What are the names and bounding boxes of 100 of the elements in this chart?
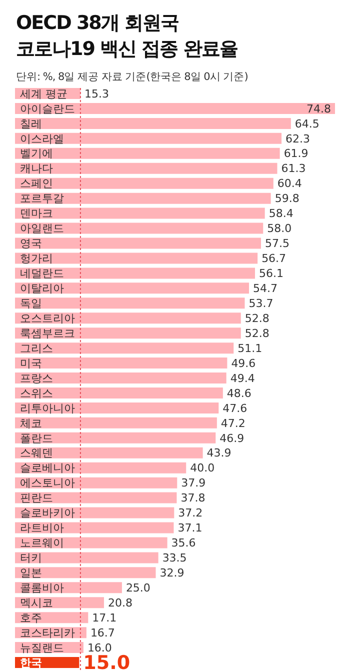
data-label: 37.2 xyxy=(178,506,203,520)
data-label: 48.6 xyxy=(226,386,252,400)
y-tick-label: 슬로바키아 xyxy=(20,506,75,520)
data-label: 51.1 xyxy=(238,342,262,355)
y-tick-label: 캐나다 xyxy=(20,162,53,176)
data-label: 43.9 xyxy=(206,446,232,460)
data-label: 58.4 xyxy=(268,207,294,220)
data-label: 20.8 xyxy=(108,596,132,610)
y-tick-label: 헝가리 xyxy=(20,252,53,266)
bar xyxy=(15,268,255,279)
bar xyxy=(15,132,282,144)
y-tick-label: 뉴질랜드 xyxy=(20,641,64,654)
y-tick-label: 아일랜드 xyxy=(20,222,64,236)
y-tick-label: 라트비아 xyxy=(20,522,64,535)
data-label: 15.0 xyxy=(83,652,130,671)
data-label: 61.3 xyxy=(281,162,306,176)
data-label: 25.0 xyxy=(126,582,150,595)
bar xyxy=(15,252,258,264)
y-tick-label: 프랑스 xyxy=(20,372,53,385)
bar xyxy=(15,148,280,159)
bar xyxy=(15,372,226,384)
y-tick-label: 이스라엘 xyxy=(20,132,64,146)
bar xyxy=(15,178,274,189)
y-tick-label: 네덜란드 xyxy=(20,267,64,280)
bar xyxy=(15,208,265,219)
data-label: 56.1 xyxy=(259,267,284,280)
data-label: 37.8 xyxy=(180,492,206,505)
data-label: 37.1 xyxy=(178,522,202,535)
bar xyxy=(15,477,178,488)
data-label: 54.7 xyxy=(253,282,278,296)
bar xyxy=(15,238,261,249)
chart-subtitle: 단위: %, 8일 제공 자료 기준(한국은 8일 0시 기준) xyxy=(15,70,249,85)
data-label: 33.5 xyxy=(162,552,187,565)
data-label: 62.3 xyxy=(286,132,310,146)
y-tick-label: 슬로베니아 xyxy=(20,462,75,475)
bar xyxy=(15,298,245,309)
y-tick-label: 스위스 xyxy=(20,386,53,400)
y-tick-label: 멕시코 xyxy=(20,596,53,610)
y-tick-label: 일본 xyxy=(20,566,42,580)
bar xyxy=(15,567,156,578)
y-tick-label: 포르투갈 xyxy=(20,192,64,206)
bar xyxy=(15,118,291,129)
data-label: 64.5 xyxy=(294,117,320,130)
bar xyxy=(15,447,203,458)
bar xyxy=(15,312,241,324)
bar xyxy=(15,402,219,414)
y-tick-label: 에스토니아 xyxy=(20,476,75,490)
bar xyxy=(15,432,216,444)
bar xyxy=(15,342,234,354)
data-label: 58.0 xyxy=(267,222,292,236)
y-tick-label: 미국 xyxy=(20,356,42,370)
bar xyxy=(15,222,264,234)
y-tick-label: 코스타리카 xyxy=(20,626,75,640)
data-label: 49.6 xyxy=(231,356,256,370)
data-label: 40.0 xyxy=(190,462,215,475)
data-label: 46.9 xyxy=(220,432,244,445)
bar xyxy=(15,387,223,398)
data-label: 52.8 xyxy=(244,326,270,340)
y-tick-label: 한국 xyxy=(20,656,42,670)
data-label: 37.9 xyxy=(181,476,206,490)
data-label: 61.9 xyxy=(284,147,308,160)
y-tick-label: 콜롬비아 xyxy=(20,582,64,595)
bar xyxy=(15,328,241,339)
y-tick-label: 스페인 xyxy=(20,177,53,190)
data-label: 49.4 xyxy=(230,372,255,385)
bar xyxy=(15,552,158,564)
y-tick-label: 노르웨이 xyxy=(20,536,64,550)
y-tick-label: 체코 xyxy=(20,416,42,430)
data-label: 16.0 xyxy=(87,641,112,654)
y-tick-label: 아이슬란드 xyxy=(20,102,75,116)
y-tick-label: 그리스 xyxy=(20,342,53,355)
bar xyxy=(15,192,271,204)
data-label: 47.2 xyxy=(220,416,246,430)
y-tick-label: 덴마크 xyxy=(20,207,53,220)
data-label: 74.8 xyxy=(306,102,331,116)
y-tick-label: 독일 xyxy=(20,296,42,310)
y-tick-label: 터키 xyxy=(20,552,42,565)
y-tick-label: 룩셈부르크 xyxy=(20,326,75,340)
data-label: 59.8 xyxy=(274,192,300,206)
y-tick-label: 스웨덴 xyxy=(20,446,53,460)
bar xyxy=(15,492,177,504)
y-tick-label: 이탈리아 xyxy=(20,282,64,296)
bar xyxy=(15,102,335,114)
y-tick-label: 폴란드 xyxy=(20,432,53,445)
bar xyxy=(15,537,168,548)
data-label: 47.6 xyxy=(222,402,248,415)
data-label: 32.9 xyxy=(160,566,184,580)
data-label: 16.7 xyxy=(90,626,115,640)
data-label: 60.4 xyxy=(277,177,302,190)
bar xyxy=(15,417,217,428)
data-label: 53.7 xyxy=(248,296,274,310)
bar xyxy=(15,282,250,294)
y-tick-label: 핀란드 xyxy=(20,492,53,505)
data-label: 52.8 xyxy=(244,312,270,325)
data-label: 35.6 xyxy=(171,536,196,550)
y-tick-label: 호주 xyxy=(20,611,42,624)
y-tick-label: 세계 평균 xyxy=(20,87,68,100)
bar xyxy=(15,162,278,174)
data-label: 15.3 xyxy=(84,87,109,100)
data-label: 17.1 xyxy=(92,611,117,624)
